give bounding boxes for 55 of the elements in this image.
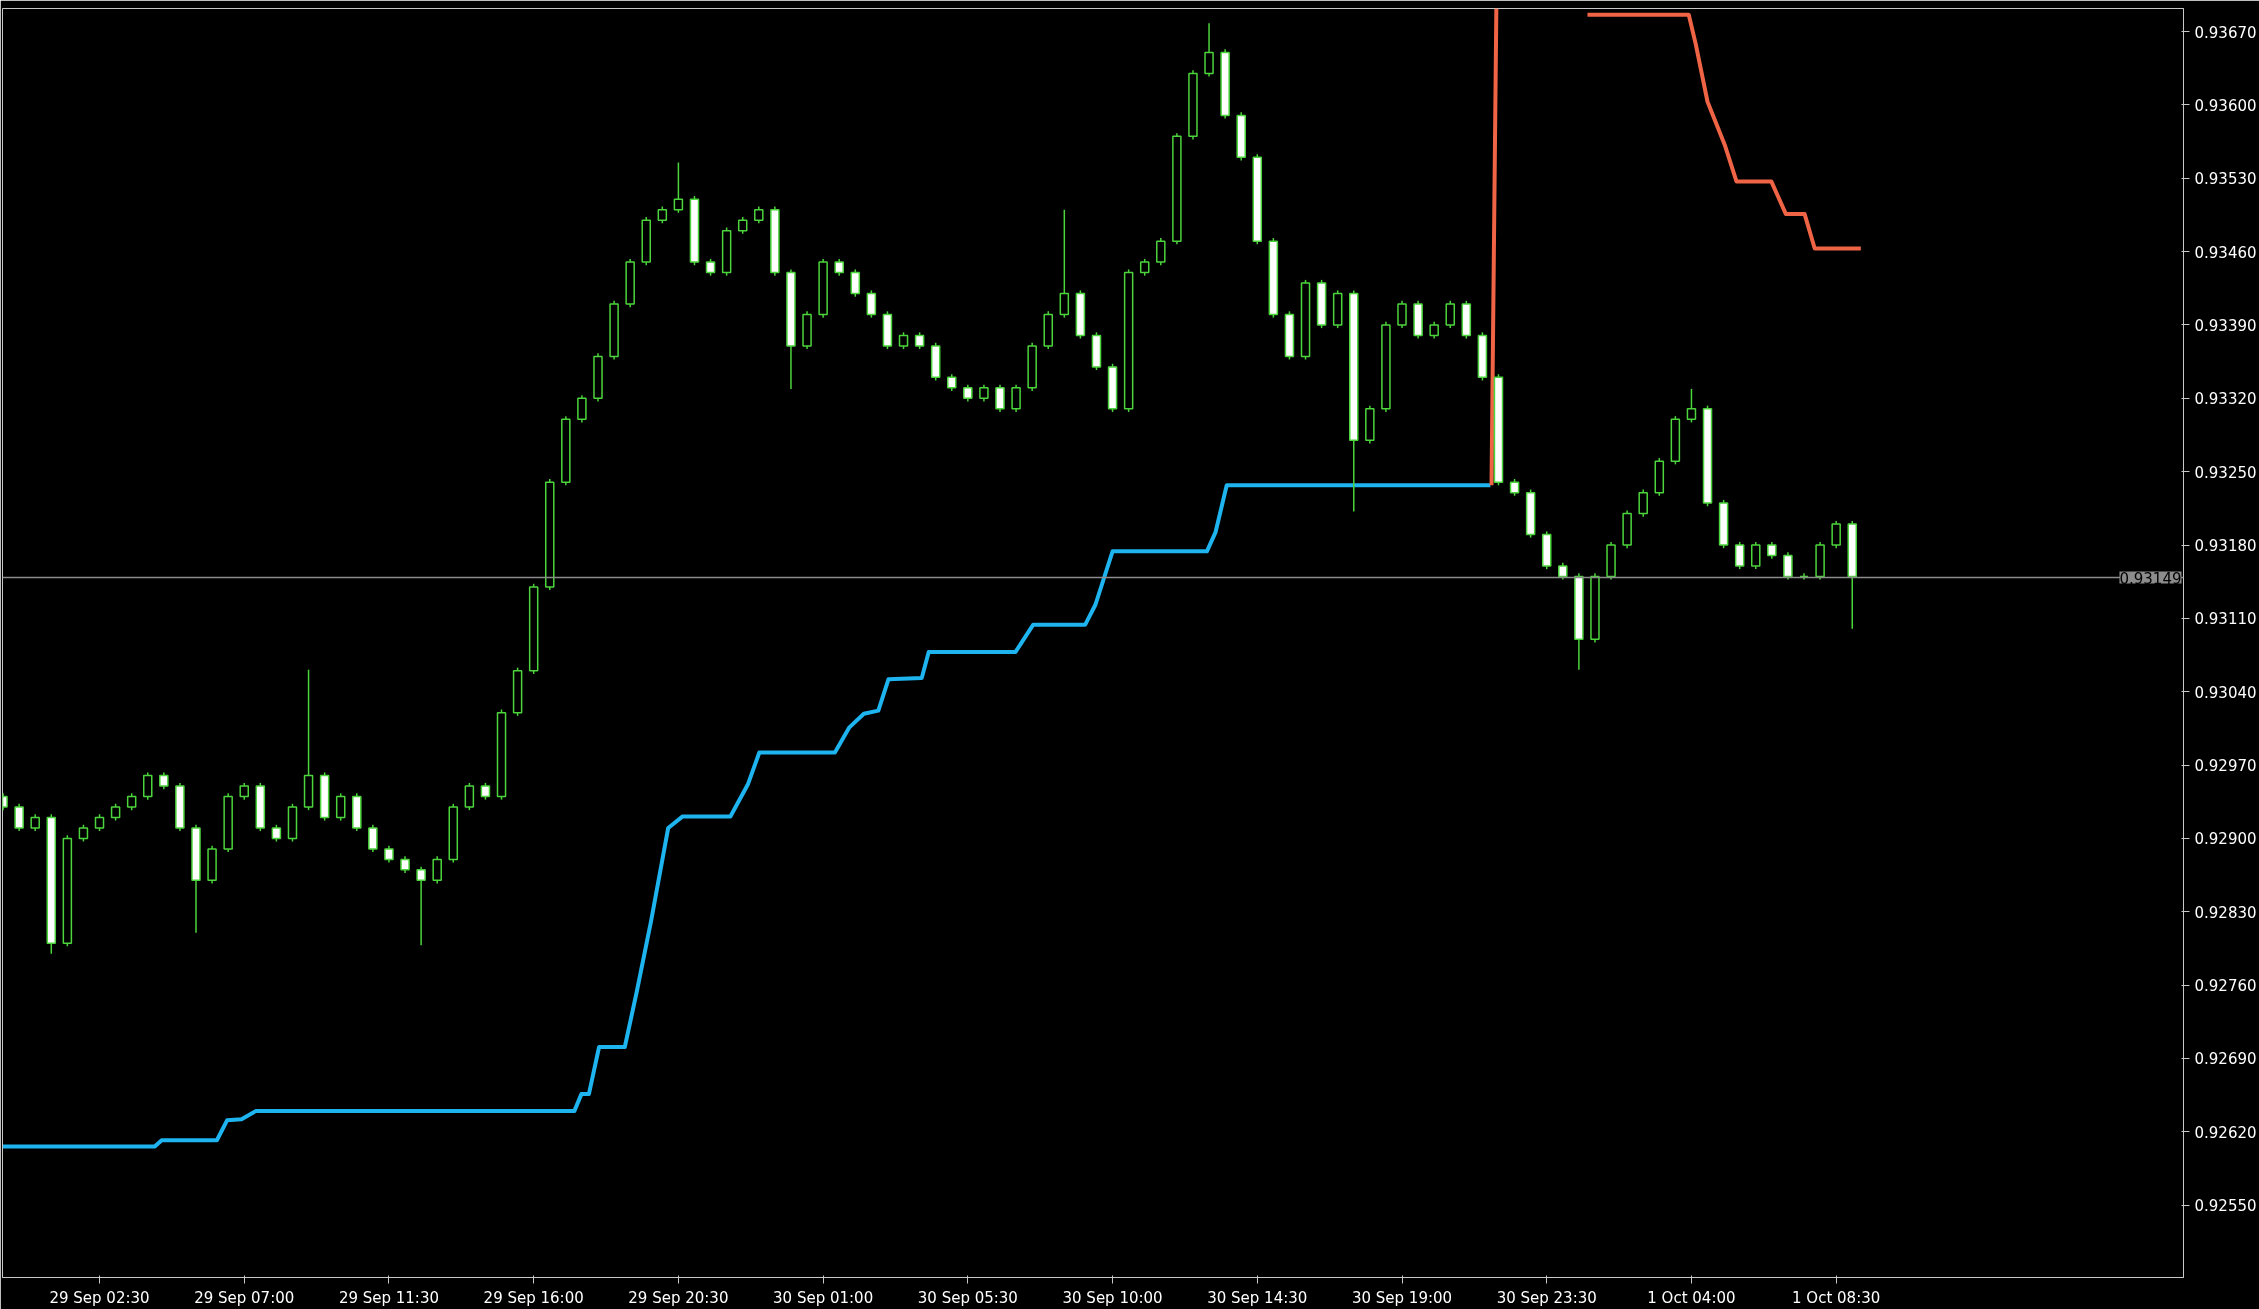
x-tick-label: 30 Sep 14:30 bbox=[1207, 1288, 1308, 1307]
x-tick-label: 29 Sep 11:30 bbox=[338, 1288, 440, 1307]
y-tick-label: 0.93180 bbox=[2194, 537, 2257, 556]
candlestick bbox=[368, 824, 378, 853]
candlestick bbox=[142, 771, 153, 801]
y-tick-label: 0.92830 bbox=[2194, 903, 2257, 922]
candlestick bbox=[416, 865, 426, 947]
candlestick bbox=[1059, 208, 1070, 319]
candlestick bbox=[1011, 383, 1021, 413]
y-tick-label: 0.92550 bbox=[2194, 1197, 2257, 1216]
y-tick-label: 0.93110 bbox=[2194, 610, 2257, 629]
candlestick bbox=[335, 792, 346, 822]
x-tick-label: 29 Sep 02:30 bbox=[49, 1288, 150, 1307]
y-tick-label: 0.92900 bbox=[2194, 830, 2257, 849]
candlestick bbox=[866, 289, 877, 319]
candlestick bbox=[1783, 551, 1793, 581]
ref-line-label: 0.93149 bbox=[2119, 569, 2182, 588]
y-tick-label: 0.93250 bbox=[2194, 463, 2257, 482]
y-tick-label: 0.93670 bbox=[2194, 23, 2257, 42]
y-tick-label: 0.93040 bbox=[2194, 683, 2257, 702]
y-tick-label: 0.93530 bbox=[2194, 170, 2257, 189]
candlestick bbox=[1638, 488, 1648, 518]
y-tick-label: 0.93460 bbox=[2194, 243, 2257, 262]
candlestick bbox=[1397, 300, 1407, 329]
y-tick-label: 0.92690 bbox=[2194, 1050, 2257, 1069]
candlestick bbox=[1445, 300, 1456, 329]
y-tick-label: 0.92620 bbox=[2194, 1123, 2257, 1142]
x-tick-label: 30 Sep 10:00 bbox=[1062, 1288, 1163, 1307]
candlestick bbox=[1686, 388, 1697, 424]
x-tick-label: 29 Sep 20:30 bbox=[628, 1288, 729, 1307]
candlestick bbox=[1734, 541, 1745, 570]
candlestick bbox=[1156, 237, 1166, 266]
candlestick bbox=[673, 161, 684, 214]
candlestick bbox=[577, 394, 587, 424]
candlestick bbox=[432, 855, 442, 885]
y-tick-label: 0.93390 bbox=[2194, 316, 2257, 335]
candlestick bbox=[1751, 541, 1761, 570]
x-tick-label: 30 Sep 19:00 bbox=[1351, 1288, 1453, 1307]
x-tick-label: 30 Sep 01:00 bbox=[773, 1288, 874, 1307]
candlestick bbox=[995, 383, 1005, 413]
x-tick-label: 1 Oct 04:00 bbox=[1647, 1288, 1736, 1307]
y-tick-label: 0.93600 bbox=[2194, 96, 2257, 115]
candlestick bbox=[1204, 22, 1214, 78]
y-tick-label: 0.93320 bbox=[2194, 390, 2257, 409]
x-tick-label: 29 Sep 16:00 bbox=[483, 1288, 584, 1307]
candlestick bbox=[1831, 520, 1841, 549]
candlestick bbox=[850, 268, 861, 298]
x-tick-label: 30 Sep 23:30 bbox=[1496, 1288, 1597, 1307]
candlestick bbox=[14, 803, 24, 832]
x-tick-label: 30 Sep 05:30 bbox=[917, 1288, 1018, 1307]
x-tick-label: 1 Oct 08:30 bbox=[1792, 1288, 1881, 1307]
y-tick-label: 0.92760 bbox=[2194, 977, 2257, 996]
candlestick bbox=[464, 782, 475, 811]
y-tick-label: 0.92970 bbox=[2194, 757, 2257, 776]
x-tick-label: 29 Sep 07:00 bbox=[194, 1288, 295, 1307]
